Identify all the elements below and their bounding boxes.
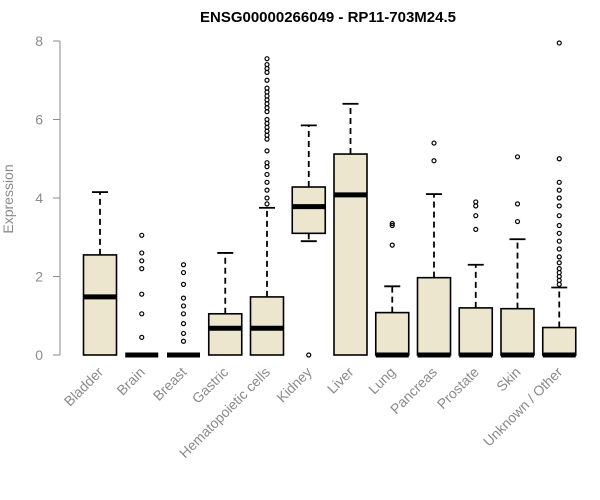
outlier-point: [431, 140, 437, 146]
iqr-box: [333, 153, 368, 356]
outlier-point: [556, 266, 562, 272]
outlier-point: [180, 311, 187, 317]
outlier-point: [139, 311, 145, 317]
outlier-point: [180, 281, 187, 287]
outlier-point: [264, 187, 270, 193]
outlier-point: [473, 213, 479, 219]
outlier-point: [264, 195, 270, 201]
iqr-box: [291, 186, 327, 235]
outlier-point: [556, 195, 562, 201]
outlier-point: [556, 254, 562, 260]
iqr-box: [458, 307, 494, 356]
iqr-box: [82, 254, 118, 356]
box-liver: [333, 102, 368, 356]
box-pancreas: [416, 140, 452, 358]
iqr-box: [541, 326, 577, 356]
outlier-point: [556, 40, 562, 46]
outlier-point: [306, 352, 312, 358]
outlier-point: [139, 266, 145, 272]
outlier-point: [264, 148, 270, 154]
outlier-point: [264, 171, 270, 178]
box-breast: [167, 262, 200, 358]
outlier-point: [473, 199, 479, 205]
outlier-point: [139, 334, 145, 340]
box-skin: [500, 154, 535, 358]
x-tick-label: Liver: [324, 364, 357, 397]
iqr-box: [416, 276, 452, 356]
x-tick-label: Breast: [150, 364, 190, 404]
box-prostate: [458, 199, 494, 358]
outlier-point: [514, 201, 521, 207]
outlier-point: [264, 77, 270, 83]
outlier-point: [264, 179, 270, 185]
outlier-point: [180, 269, 187, 276]
outlier-point: [556, 260, 562, 266]
outlier-point: [264, 116, 270, 123]
box-unknown-other: [541, 40, 577, 358]
x-tick-label: Unknown / Other: [480, 364, 566, 450]
x-tick-label: Skin: [493, 364, 524, 395]
outlier-point: [389, 220, 395, 227]
y-tick-label: 2: [35, 269, 43, 285]
outlier-point: [264, 201, 270, 207]
outlier-point: [139, 232, 145, 238]
y-tick-label: 8: [35, 33, 43, 49]
outlier-point: [556, 230, 562, 236]
iqr-box: [374, 311, 410, 356]
outlier-point: [556, 213, 562, 219]
outlier-point: [389, 242, 395, 248]
outlier-point: [389, 222, 395, 229]
outlier-point: [514, 218, 521, 225]
outlier-point: [473, 226, 479, 232]
outlier-point: [556, 238, 562, 244]
y-axis: 0 2 4 6 8: [35, 33, 61, 363]
outlier-point: [180, 303, 187, 309]
boxes-layer: [82, 40, 577, 358]
outlier-point: [556, 156, 562, 162]
outlier-point: [556, 246, 562, 252]
box-kidney: [291, 124, 327, 358]
outlier-point: [180, 295, 187, 301]
outlier-point: [180, 330, 187, 337]
box-hematopoietic-cells: [249, 56, 285, 356]
x-tick-label: Bladder: [61, 364, 107, 410]
outlier-point: [556, 203, 562, 209]
outlier-point: [556, 179, 562, 185]
chart-title: ENSG00000266049 - RP11-703M24.5: [200, 9, 456, 26]
x-tick-label: Brain: [113, 364, 147, 398]
outlier-point: [139, 291, 145, 297]
box-gastric: [207, 252, 243, 356]
box-brain: [125, 232, 159, 358]
outlier-point: [556, 222, 562, 229]
outlier-point: [431, 158, 437, 164]
outlier-point: [264, 56, 270, 62]
x-tick-label: Lung: [365, 364, 398, 397]
y-tick-label: 4: [35, 190, 43, 206]
outlier-point: [264, 85, 270, 91]
outlier-point: [139, 250, 145, 256]
outlier-point: [556, 187, 562, 193]
outlier-point: [139, 258, 145, 264]
iqr-box: [207, 312, 243, 356]
outlier-point: [264, 61, 270, 68]
box-lung: [374, 220, 410, 358]
box-bladder: [82, 191, 118, 356]
x-tick-label: Kidney: [273, 364, 315, 406]
outlier-point: [180, 338, 187, 344]
y-tick-label: 6: [35, 112, 43, 128]
outlier-point: [514, 154, 521, 160]
outlier-point: [264, 160, 270, 166]
y-axis-label: Expression: [0, 164, 16, 233]
outlier-point: [180, 321, 187, 327]
iqr-box: [500, 307, 535, 356]
y-tick-label: 0: [35, 347, 43, 363]
outlier-point: [180, 262, 187, 268]
x-tick-label: Prostate: [434, 364, 482, 412]
